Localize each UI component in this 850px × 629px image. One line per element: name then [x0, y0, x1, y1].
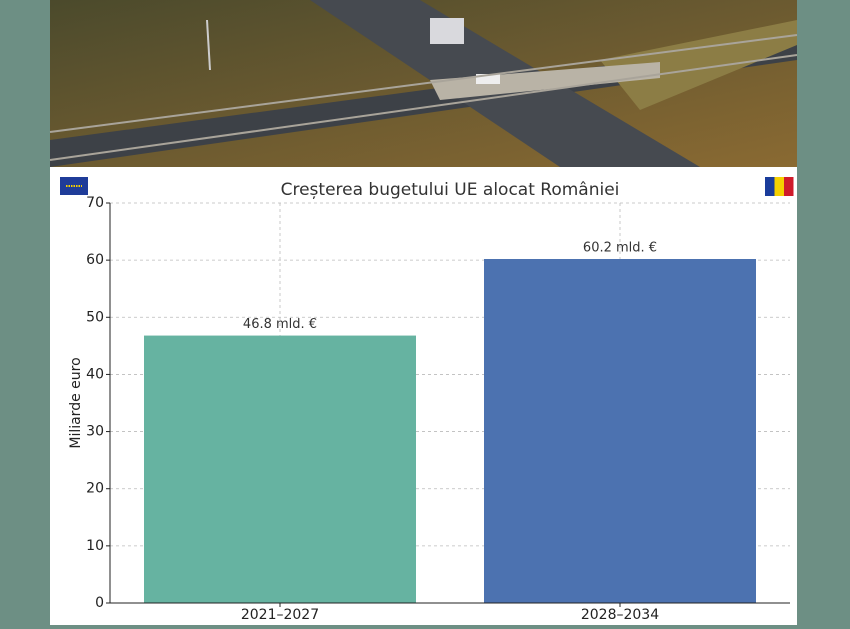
x-tick-label: 2021–2027: [241, 607, 319, 623]
y-tick-label: 0: [95, 595, 104, 611]
y-tick-label: 20: [86, 481, 104, 497]
y-tick-label: 50: [86, 309, 104, 325]
y-tick-label: 60: [86, 252, 104, 268]
photo: [49, 0, 798, 167]
bar: [144, 335, 416, 603]
romania-flag: [765, 177, 794, 196]
chart-title: Creșterea bugetului UE alocat României: [281, 180, 620, 200]
bar: [484, 259, 756, 603]
value-label: 46.8 mld. €: [243, 317, 317, 332]
value-label: 60.2 mld. €: [583, 241, 657, 256]
y-axis-label: Miliarde euro: [68, 357, 84, 448]
y-tick-label: 10: [86, 538, 104, 554]
y-tick-label: 30: [86, 424, 104, 440]
y-tick-label: 40: [86, 366, 104, 382]
eu-flag: [60, 177, 88, 195]
x-tick-label: 2028–2034: [581, 607, 659, 623]
y-tick-label: 70: [86, 195, 104, 211]
